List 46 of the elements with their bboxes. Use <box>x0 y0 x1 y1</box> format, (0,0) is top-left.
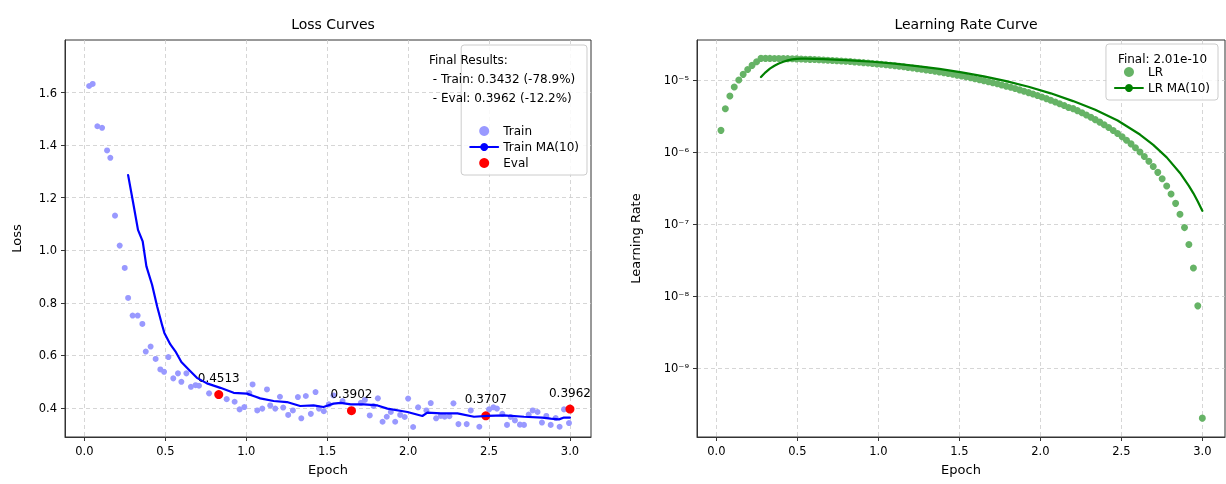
y-tick-label: 10⁻⁹ <box>663 360 690 375</box>
x-tick-label: 2.5 <box>479 444 499 458</box>
point <box>346 406 356 416</box>
x-tick-label: 0.0 <box>75 444 94 458</box>
point <box>214 390 224 400</box>
data-label: 0.3962 <box>548 385 591 400</box>
y-axis-title: Learning Rate <box>628 193 643 284</box>
x-axis-title: Epoch <box>941 462 981 477</box>
x-tick-label: 2.5 <box>1112 444 1131 458</box>
point <box>565 404 575 414</box>
legend-label: LR MA(10) <box>1147 81 1211 95</box>
x-tick-label: 2.0 <box>1031 444 1050 458</box>
legend-label: Eval <box>503 156 529 170</box>
y-tick-label: 1.6 <box>38 85 57 100</box>
y-tick-label: 10⁻⁵ <box>663 73 690 88</box>
y-tick-label: 10⁻⁷ <box>663 217 690 232</box>
x-tick-label: 1.0 <box>237 444 256 458</box>
legend-label: Train <box>502 124 532 138</box>
x-tick-label: 0.5 <box>156 444 175 458</box>
x-tick-label: 1.5 <box>318 444 337 458</box>
y-tick-label: 10⁻⁶ <box>663 145 690 160</box>
y-tick-label: 1.2 <box>38 190 57 205</box>
data-label: 0.4513 <box>197 371 240 386</box>
y-tick-label: 1.4 <box>38 138 57 153</box>
chart-title: Learning Rate Curve <box>894 16 1038 32</box>
data-label: 0.3707 <box>464 392 507 407</box>
y-tick-label: 10⁻⁸ <box>663 289 690 304</box>
data-label: 0.3902 <box>330 387 373 402</box>
y-tick-label: 1.0 <box>38 243 57 258</box>
legend-label: LR <box>1147 65 1163 79</box>
y-tick-label: 0.4 <box>38 401 57 416</box>
y-axis-title: Loss <box>9 224 24 253</box>
legend-title: Final: 2.01e-10 <box>1117 51 1208 66</box>
x-tick-label: 0.5 <box>788 444 807 458</box>
x-tick-label: 3.0 <box>560 444 580 458</box>
x-tick-label: 2.0 <box>398 444 418 458</box>
x-axis-title: Epoch <box>308 462 348 477</box>
legend-title: Final Results: - Train: 0.3432 (-78.9%) - Eval: 0.3962 (-12.2%) <box>429 52 576 105</box>
legend-label: Train MA(10) <box>502 140 580 154</box>
x-tick-label: 1.5 <box>950 444 969 458</box>
chart-title: Loss Curves <box>291 16 375 32</box>
x-tick-label: 3.0 <box>1193 444 1212 458</box>
x-tick-label: 0.0 <box>707 444 726 458</box>
y-tick-label: 0.8 <box>38 295 57 310</box>
y-tick-label: 0.6 <box>38 348 57 363</box>
x-tick-label: 1.0 <box>869 444 888 458</box>
